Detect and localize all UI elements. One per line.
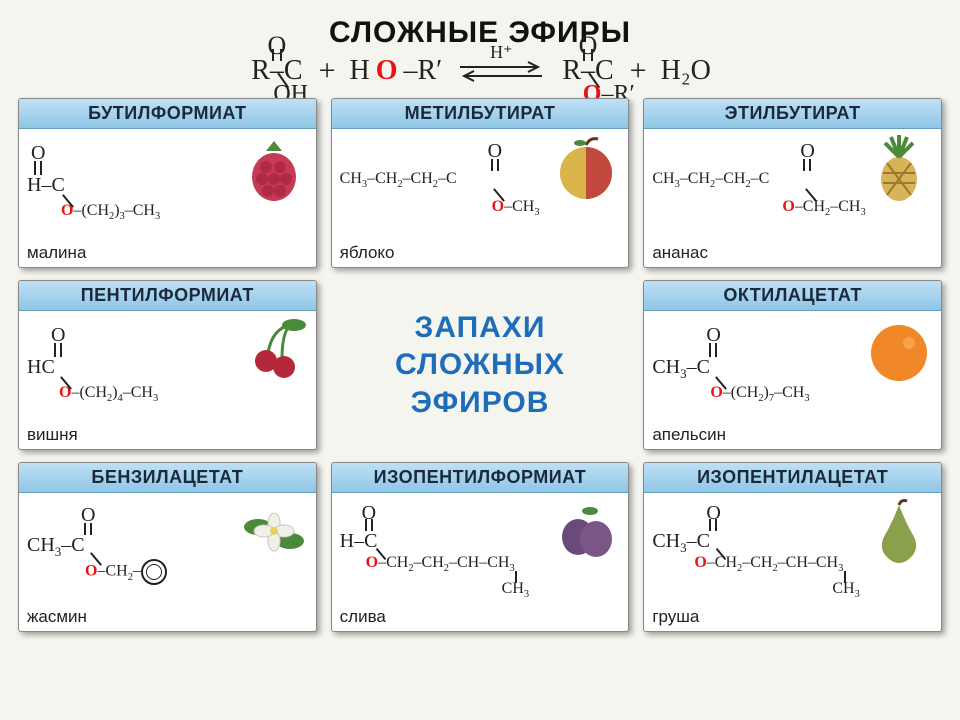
equilibrium-arrow: H⁺ (456, 58, 546, 84)
card-header: ИЗОПЕНТИЛФОРМИАТ (332, 463, 629, 493)
benzene-ring-icon (141, 559, 167, 585)
card-header: ЭТИЛБУТИРАТ (644, 99, 941, 129)
c7-branch: CH3 (502, 579, 529, 601)
formula: CH3–CH2–CH2–C O O–CH3 (340, 135, 621, 225)
reactant-alcohol: HO–R′ (349, 55, 442, 87)
card-header: ОКТИЛАЦЕТАТ (644, 281, 941, 311)
plus-1: + (319, 54, 336, 88)
product-ester: O R–C O–R′ (560, 55, 615, 87)
center-title: ЗАПАХИ СЛОЖНЫХ ЭФИРОВ (331, 280, 630, 450)
card-methylbutyrate: МЕТИЛБУТИРАТ CH3–CH2–CH2–C O O–CH3 (331, 98, 630, 268)
c7-left: H–C (340, 529, 378, 554)
c8-branch: CH3 (832, 579, 859, 601)
c1-bottom: O–(CH2)3–CH3 (61, 201, 160, 223)
c7-bottom: O–CH2–CH2–CH–CH3 (366, 553, 515, 575)
reaction-equation: O R–C OH + HO–R′ H⁺ O (18, 54, 942, 88)
formula: O HC O–(CH2)4–CH3 (27, 317, 308, 407)
card-header: ИЗОПЕНТИЛАЦЕТАТ (644, 463, 941, 493)
alcohol-o: O (376, 55, 398, 87)
fruit-label: малина (27, 243, 86, 263)
card-grid: БУТИЛФОРМИАТ O H–C O–(CH2)3 (18, 98, 942, 632)
c4-left: HC (27, 355, 55, 380)
card-ethylbutyrate: ЭТИЛБУТИРАТ CH3–CH2–CH2–C O O–CH2–CH3 (643, 98, 942, 268)
c5-bottom: O–(CH2)7–CH3 (710, 383, 809, 405)
formula: O H–C O–CH2–CH2–CH–CH3 CH3 (340, 499, 621, 589)
card-header: БУТИЛФОРМИАТ (19, 99, 316, 129)
c2-left: CH3–CH2–CH2–C (340, 169, 457, 191)
main-title: СЛОЖНЫЕ ЭФИРЫ (18, 16, 942, 50)
center-l3: ЭФИРОВ (411, 384, 550, 422)
c8-bottom: O–CH2–CH2–CH–CH3 (694, 553, 843, 575)
fruit-label: яблоко (340, 243, 395, 263)
reactant-acid: O R–C OH (249, 55, 304, 87)
c1-left: H–C (27, 173, 65, 198)
fruit-label: жасмин (27, 607, 87, 627)
fruit-label: груша (652, 607, 699, 627)
c2-bottom: O–CH3 (492, 197, 540, 219)
alcohol-h: H (349, 55, 369, 87)
fruit-label: вишня (27, 425, 78, 445)
card-octylacetate: ОКТИЛАЦЕТАТ O CH3–C O–(CH2)7–CH3 апельси… (643, 280, 942, 450)
center-l1: ЗАПАХИ (415, 309, 546, 347)
formula: O CH3–C O–CH2– (27, 499, 308, 589)
center-l2: СЛОЖНЫХ (395, 346, 565, 384)
fruit-label: слива (340, 607, 386, 627)
c3-bottom: O–CH2–CH3 (782, 197, 865, 219)
card-pentylformate: ПЕНТИЛФОРМИАТ O HC O–(CH2)4 (18, 280, 317, 450)
card-isopentylformate: ИЗОПЕНТИЛФОРМИАТ O H–C O–CH2–CH2–CH–CH3 (331, 462, 630, 632)
alcohol-r: –R′ (404, 55, 443, 87)
c4-bottom: O–(CH2)4–CH3 (59, 383, 158, 405)
c6-left: CH3–C (27, 533, 85, 560)
formula: O CH3–C O–(CH2)7–CH3 (652, 317, 933, 407)
card-header: МЕТИЛБУТИРАТ (332, 99, 629, 129)
card-header: БЕНЗИЛАЦЕТАТ (19, 463, 316, 493)
formula: CH3–CH2–CH2–C O O–CH2–CH3 (652, 135, 933, 225)
formula: O H–C O–(CH2)3–CH3 (27, 135, 308, 225)
catalyst-label: H⁺ (490, 42, 513, 63)
formula: O CH3–C O–CH2–CH2–CH–CH3 CH3 (652, 499, 933, 589)
c6-bottom: O–CH2– (85, 559, 167, 585)
fruit-label: апельсин (652, 425, 726, 445)
poster: СЛОЖНЫЕ ЭФИРЫ O R–C OH + HO–R′ H⁺ (0, 0, 960, 642)
card-isopentylacetate: ИЗОПЕНТИЛАЦЕТАТ O CH3–C O–CH2–CH2–CH–CH3… (643, 462, 942, 632)
card-benzylacetate: БЕНЗИЛАЦЕТАТ O CH3 (18, 462, 317, 632)
fruit-label: ананас (652, 243, 708, 263)
card-butylformate: БУТИЛФОРМИАТ O H–C O–(CH2)3 (18, 98, 317, 268)
c5-left: CH3–C (652, 355, 710, 382)
card-header: ПЕНТИЛФОРМИАТ (19, 281, 316, 311)
c3-left: CH3–CH2–CH2–C (652, 169, 769, 191)
product-water: H₂O (661, 55, 711, 87)
